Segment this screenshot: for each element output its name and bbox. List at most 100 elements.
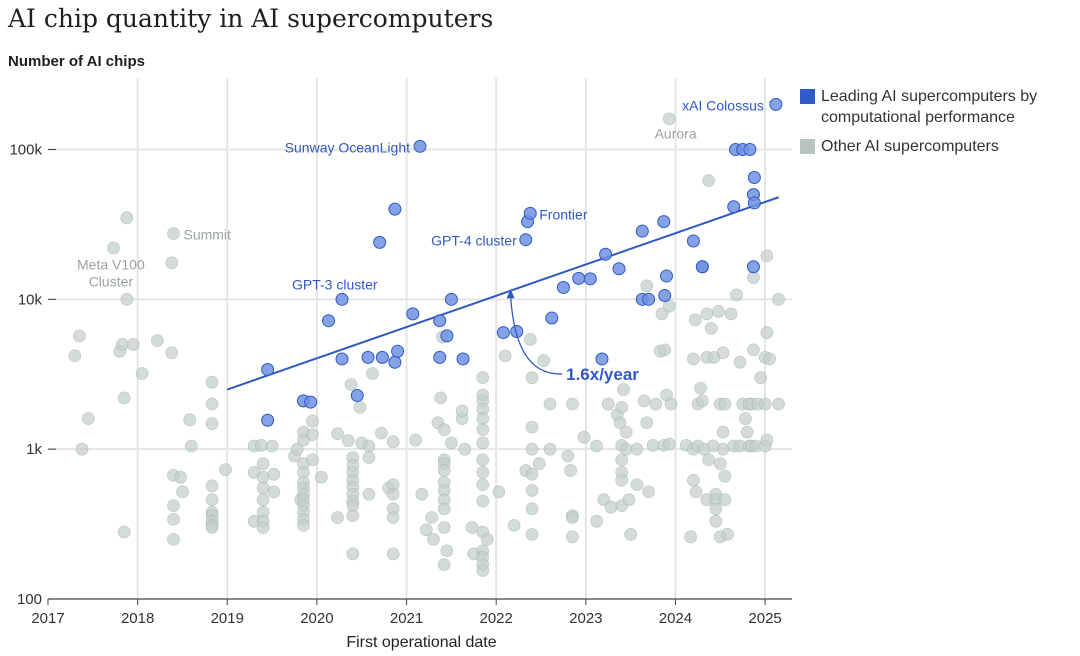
other-supercomputer-point xyxy=(205,493,219,507)
other-supercomputer-point xyxy=(523,333,537,346)
other-supercomputer-point xyxy=(117,391,131,405)
other-points-layer xyxy=(68,112,785,577)
other-supercomputer-point xyxy=(730,288,743,302)
x-tick-label: 2022 xyxy=(480,610,513,627)
other-supercomputer-point xyxy=(615,473,629,487)
other-supercomputer-point xyxy=(437,464,451,477)
other-supercomputer-point xyxy=(362,439,376,453)
other-supercomputer-point xyxy=(174,470,188,484)
other-supercomputer-point xyxy=(165,256,179,270)
other-supercomputer-point xyxy=(565,530,579,544)
leading-supercomputer-point xyxy=(391,344,405,358)
other-supercomputer-point xyxy=(386,487,400,501)
other-supercomputer-point xyxy=(709,514,723,528)
other-supercomputer-point xyxy=(458,442,472,456)
other-supercomputer-point xyxy=(537,354,551,368)
other-supercomputer-point xyxy=(344,378,358,391)
other-supercomputer-point xyxy=(760,249,774,263)
other-supercomputer-point xyxy=(75,442,89,456)
annotation-xai-colossus: xAI Colossus xyxy=(682,97,764,113)
other-supercomputer-point xyxy=(695,394,709,408)
other-supercomputer-point xyxy=(183,413,197,427)
x-axis-label: First operational date xyxy=(346,634,497,651)
other-supercomputer-point xyxy=(476,371,490,385)
other-supercomputer-point xyxy=(713,457,727,471)
other-supercomputer-point xyxy=(601,397,615,411)
other-supercomputer-point xyxy=(709,502,723,516)
leading-supercomputer-point xyxy=(322,314,336,328)
other-supercomputer-point xyxy=(476,453,490,467)
leading-supercomputer-point xyxy=(523,206,537,220)
other-supercomputer-point xyxy=(314,470,328,484)
other-supercomputer-point xyxy=(476,465,490,479)
other-supercomputer-point xyxy=(346,547,360,561)
other-supercomputer-point xyxy=(386,435,400,449)
other-supercomputer-point xyxy=(254,438,268,452)
other-supercomputer-point xyxy=(619,425,633,439)
other-supercomputer-point xyxy=(622,493,636,507)
annotation-gpt-3-cluster: GPT-3 cluster xyxy=(292,276,378,292)
other-supercomputer-point xyxy=(366,367,379,380)
leading-supercomputer-point xyxy=(261,413,275,427)
leading-supercomputer-point xyxy=(261,363,275,377)
other-supercomputer-point xyxy=(702,453,716,467)
x-tick-label: 2025 xyxy=(748,610,781,627)
axes-layer: 2017 2018 2019 2020 2021 2022 2023 2024 2025 100 1… xyxy=(9,141,792,627)
other-supercomputer-point xyxy=(176,485,189,499)
other-supercomputer-point xyxy=(256,470,270,484)
other-supercomputer-point xyxy=(525,420,539,434)
other-supercomputer-point xyxy=(165,346,179,360)
other-supercomputer-point xyxy=(642,485,655,499)
other-supercomputer-point xyxy=(721,527,734,541)
other-supercomputer-point xyxy=(604,500,618,514)
other-supercomputer-point xyxy=(718,493,732,507)
x-tick-label: 2020 xyxy=(300,610,333,627)
other-supercomputer-point xyxy=(427,532,440,546)
legend-label-leading: Leading AI supercomputers by computation… xyxy=(821,88,1038,126)
other-supercomputer-point xyxy=(331,427,344,441)
legend-label-other: Other AI supercomputers xyxy=(821,138,999,155)
other-supercomputer-point xyxy=(740,425,754,439)
other-supercomputer-point xyxy=(185,439,198,453)
other-supercomputer-point xyxy=(718,469,732,483)
other-supercomputer-point xyxy=(476,478,490,492)
x-tick-label: 2019 xyxy=(211,610,244,627)
chart-title: AI chip quantity in AI supercomputers xyxy=(8,4,494,33)
leading-supercomputer-point xyxy=(743,142,757,156)
other-supercomputer-point xyxy=(543,442,557,456)
x-tick-label: 2021 xyxy=(390,610,423,627)
other-supercomputer-point xyxy=(564,464,577,477)
other-supercomputer-point xyxy=(624,527,638,541)
other-supercomputer-point xyxy=(167,499,180,513)
other-supercomputer-point xyxy=(615,453,629,467)
annotation-summit: Summit xyxy=(183,226,231,242)
other-supercomputer-point xyxy=(353,400,367,414)
other-supercomputer-point xyxy=(437,502,451,516)
other-supercomputer-point xyxy=(640,416,654,430)
other-supercomputer-point xyxy=(167,512,180,526)
other-supercomputer-point xyxy=(290,442,304,456)
other-supercomputer-point xyxy=(747,343,760,357)
other-supercomputer-point xyxy=(640,279,654,293)
other-supercomputer-point xyxy=(440,544,454,558)
other-supercomputer-point xyxy=(346,509,360,523)
leading-supercomputer-point xyxy=(695,260,709,274)
leading-supercomputer-point xyxy=(660,269,674,283)
leading-supercomputer-point xyxy=(658,289,672,303)
other-supercomputer-point xyxy=(532,457,546,471)
leading-supercomputer-point xyxy=(406,307,420,321)
other-supercomputer-point xyxy=(738,412,752,425)
leading-supercomputer-point xyxy=(572,271,586,285)
other-supercomputer-point xyxy=(476,564,490,577)
other-supercomputer-point xyxy=(754,371,768,385)
other-supercomputer-point xyxy=(664,397,678,411)
leading-supercomputer-point xyxy=(686,234,700,248)
other-supercomputer-point xyxy=(81,412,95,425)
other-supercomputer-point xyxy=(646,438,660,452)
other-supercomputer-point xyxy=(437,558,451,571)
other-supercomputer-point xyxy=(419,523,433,537)
y-tick-label: 100 xyxy=(17,591,42,608)
leading-supercomputer-point xyxy=(304,395,318,409)
other-supercomputer-point xyxy=(465,521,479,534)
